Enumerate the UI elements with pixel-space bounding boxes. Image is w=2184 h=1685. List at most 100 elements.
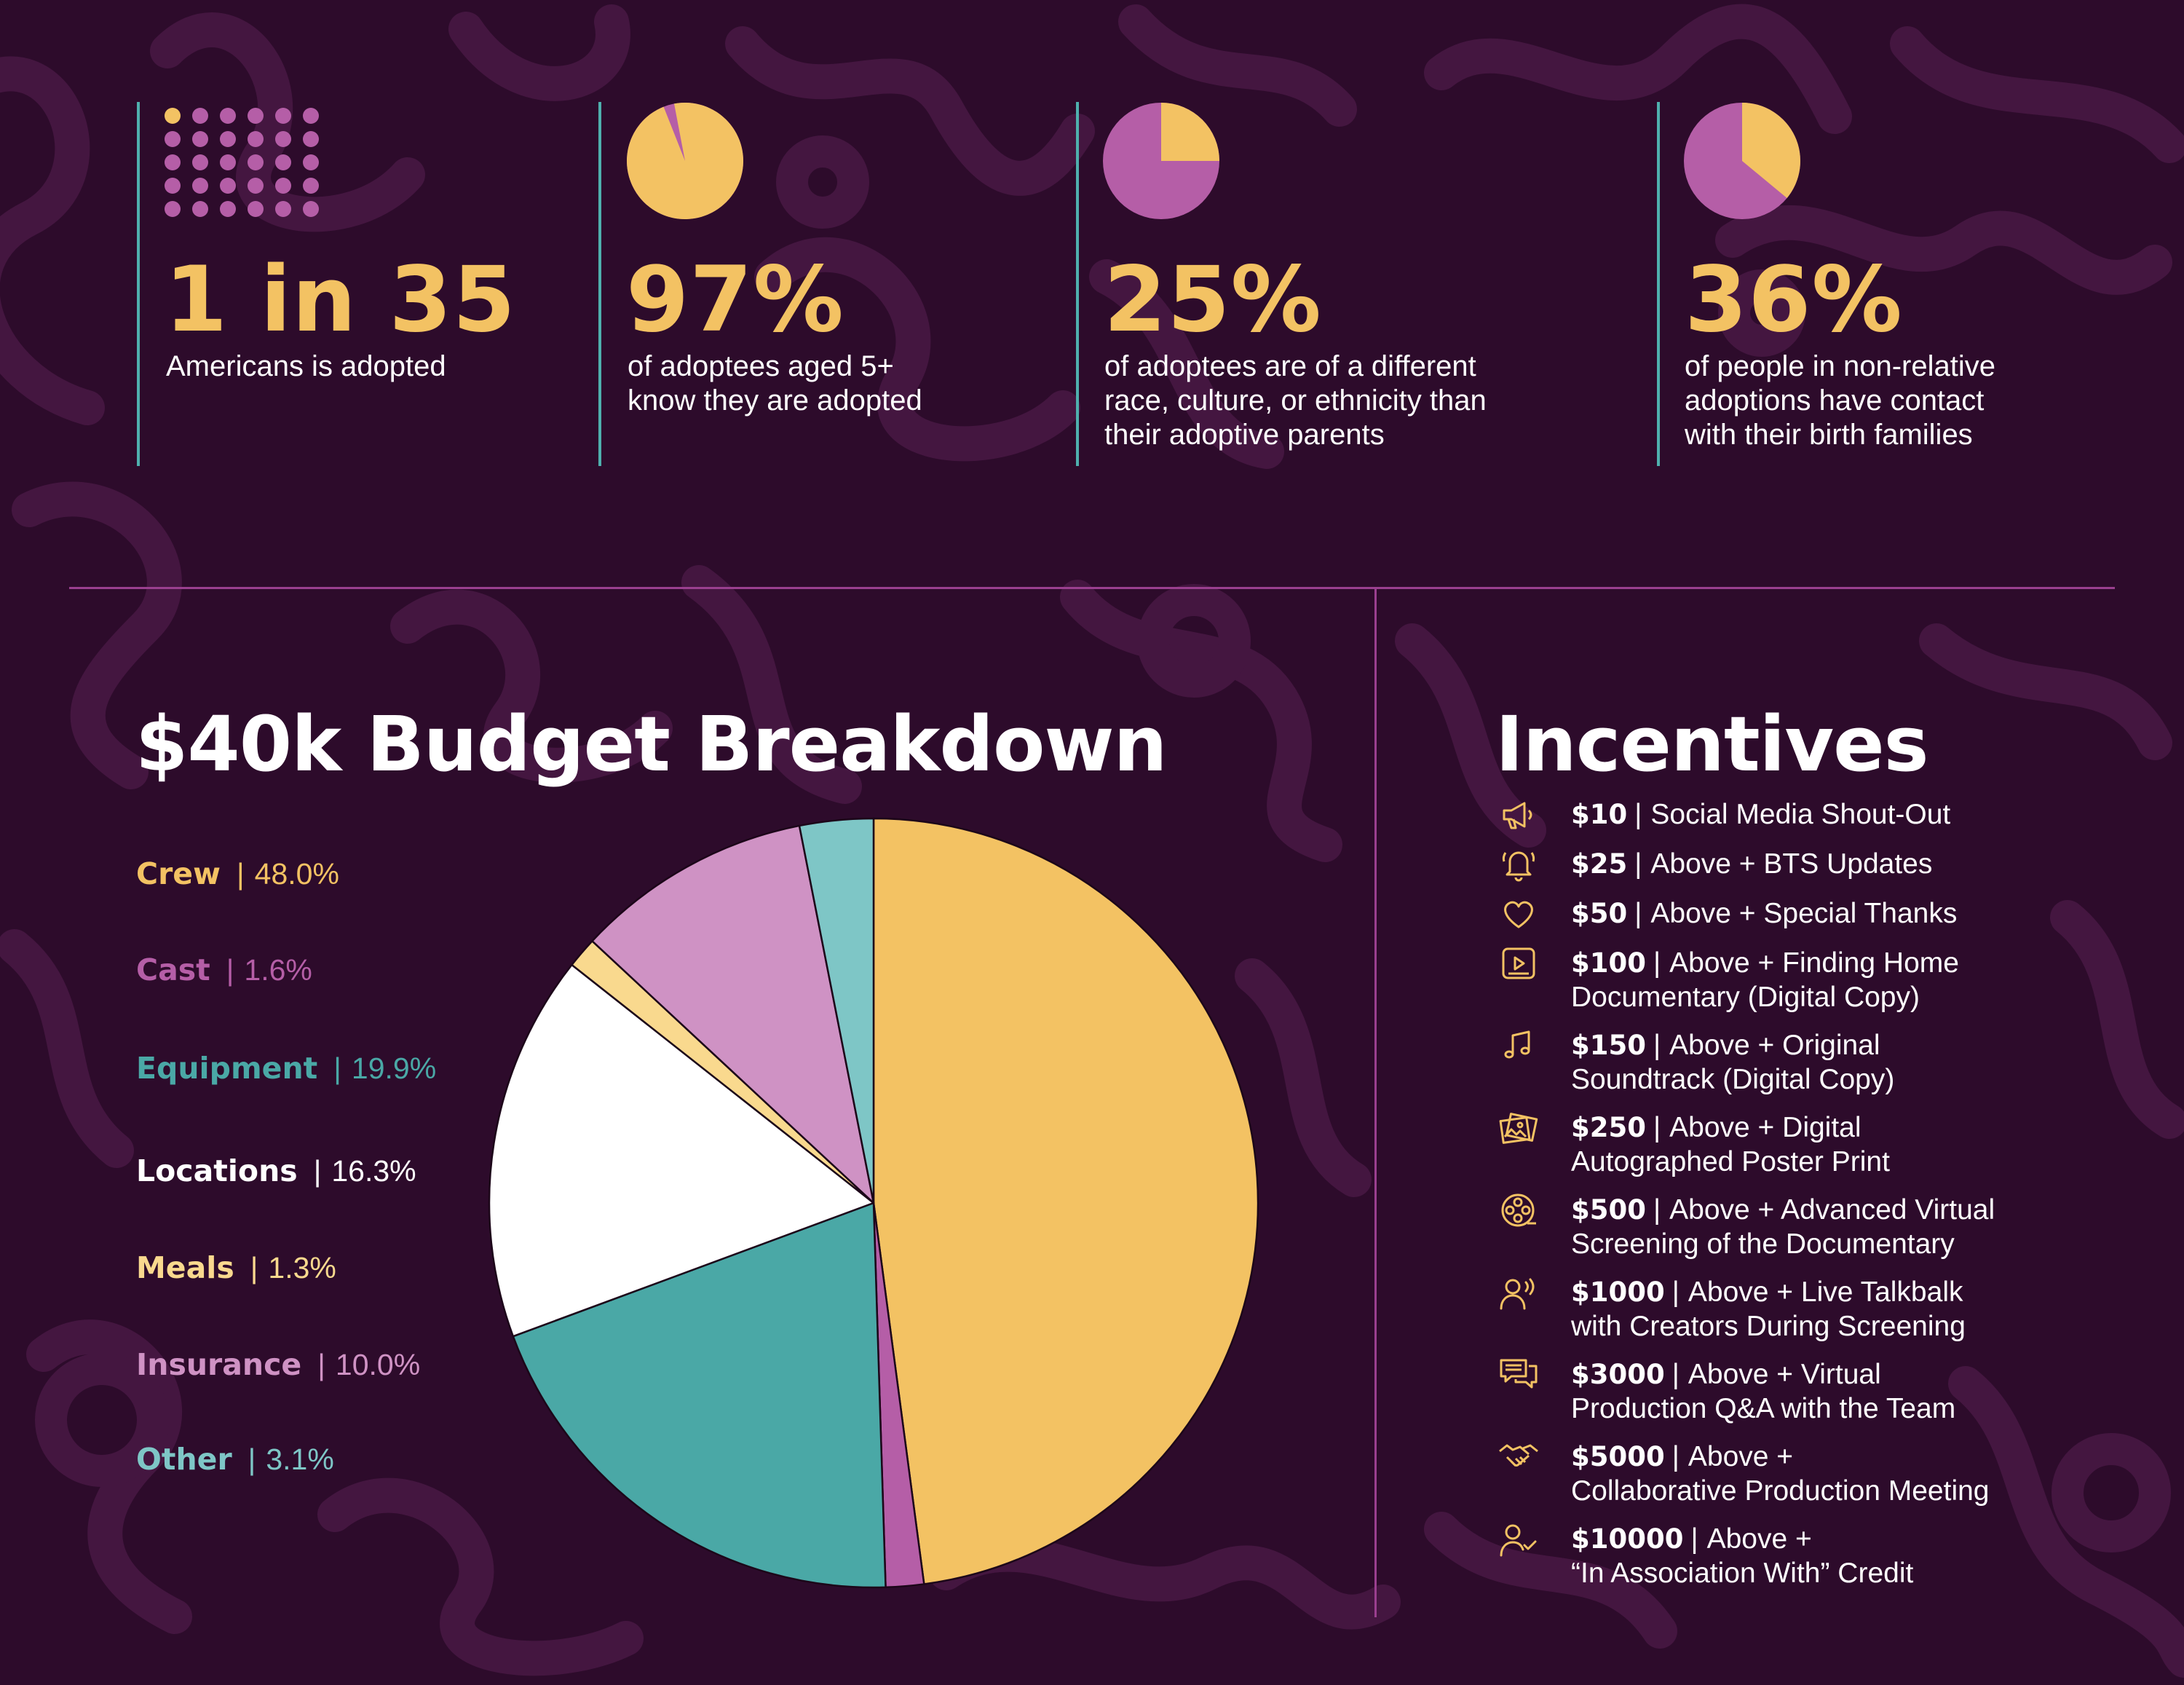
stat-value: 25% bbox=[1104, 248, 1322, 352]
music-note-icon bbox=[1504, 1030, 1530, 1059]
incentive-line: Social Media Shout-Out bbox=[1650, 799, 1951, 830]
incentive-text: $500 | Above + Advanced Virtual Screening o… bbox=[1571, 1193, 1995, 1261]
legend-value: 3.1% bbox=[266, 1443, 334, 1476]
legend-label: Crew bbox=[136, 856, 221, 891]
legend-item-other: Other | 3.1% bbox=[136, 1445, 334, 1475]
incentive-line: Above + bbox=[1688, 1441, 1794, 1472]
bell-icon bbox=[1502, 851, 1535, 882]
incentive-amount: $500 bbox=[1571, 1194, 1646, 1226]
legend-value: 19.9% bbox=[351, 1051, 437, 1085]
legend-item-insurance: Insurance | 10.0% bbox=[136, 1350, 420, 1380]
legend-value: 16.3% bbox=[331, 1154, 416, 1188]
incentive-separator: | bbox=[1653, 1030, 1661, 1061]
legend-label: Equipment bbox=[136, 1051, 318, 1086]
incentive-text: $150 | Above + Original Soundtrack (Digital… bbox=[1571, 1028, 1894, 1097]
pie-slice-locations bbox=[488, 963, 875, 1338]
incentive-separator: | bbox=[1653, 947, 1661, 979]
incentive-line: Above + Special Thanks bbox=[1650, 898, 1958, 929]
stat-line: of adoptees are of a different bbox=[1104, 350, 1476, 382]
legend-label: Insurance bbox=[136, 1347, 302, 1382]
stat-line: with their birth families bbox=[1685, 419, 1973, 451]
incentive-amount: $10 bbox=[1571, 799, 1628, 830]
incentive-text: $100 | Above + Finding Home Documentary (Di… bbox=[1571, 946, 1959, 1014]
legend-value: 48.0% bbox=[254, 857, 339, 891]
legend-separator: | bbox=[226, 953, 234, 987]
incentive-separator: | bbox=[1671, 1359, 1679, 1390]
pie-slice-crew bbox=[872, 817, 1259, 1585]
incentive-text: $5000 | Above + Collaborative Production Me… bbox=[1571, 1440, 1990, 1508]
incentive-text: $10000 | Above + “In Association With” Cred… bbox=[1571, 1522, 1913, 1590]
incentive-separator: | bbox=[1671, 1441, 1679, 1472]
incentive-amount: $1000 bbox=[1571, 1276, 1665, 1308]
pie-slice-insurance bbox=[591, 824, 875, 1204]
stat-value: 36% bbox=[1685, 248, 1903, 352]
incentive-text: $250 | Above + Digital Autographed Poster P… bbox=[1571, 1110, 1890, 1179]
legend-value: 10.0% bbox=[335, 1348, 421, 1381]
legend-label: Other bbox=[136, 1442, 232, 1477]
legend-item-equipment: Equipment | 19.9% bbox=[136, 1054, 436, 1084]
stat-line: adoptions have contact bbox=[1685, 384, 1985, 417]
incentives-title: Incentives bbox=[1495, 700, 1929, 789]
incentive-line: Screening of the Documentary bbox=[1571, 1228, 1955, 1260]
incentive-amount: $50 bbox=[1571, 898, 1628, 929]
incentive-separator: | bbox=[1653, 1194, 1661, 1226]
incentive-line: with Creators During Screening bbox=[1571, 1311, 1966, 1342]
vertical-divider bbox=[1374, 587, 1377, 1617]
incentive-separator: | bbox=[1690, 1523, 1698, 1555]
person-check-icon bbox=[1500, 1524, 1537, 1557]
stat-description: of adoptees aged 5+ know they are adopte… bbox=[628, 350, 922, 418]
stat-line: Americans is adopted bbox=[166, 350, 446, 382]
incentive-text: $50 | Above + Special Thanks bbox=[1571, 896, 1957, 931]
incentive-separator: | bbox=[1653, 1112, 1661, 1143]
incentive-text: $3000 | Above + Virtual Production Q&A with… bbox=[1571, 1357, 1955, 1426]
incentive-line: Above + Live Talkbalk bbox=[1688, 1276, 1963, 1308]
incentive-amount: $10000 bbox=[1571, 1523, 1684, 1555]
incentive-line: Above + Digital bbox=[1669, 1112, 1861, 1143]
chat-bubbles-icon bbox=[1500, 1359, 1538, 1389]
incentive-text: $10 | Social Media Shout-Out bbox=[1571, 797, 1950, 832]
incentive-line: Above + Virtual bbox=[1688, 1359, 1881, 1390]
stat-line: their adoptive parents bbox=[1104, 419, 1385, 451]
incentive-line: “In Association With” Credit bbox=[1571, 1558, 1914, 1589]
incentive-line: Collaborative Production Meeting bbox=[1571, 1475, 1990, 1507]
legend-separator: | bbox=[248, 1443, 256, 1476]
stat-pie-25 bbox=[1103, 103, 1219, 219]
stat-line: of adoptees aged 5+ bbox=[628, 350, 894, 382]
incentive-text: $1000 | Above + Live Talkbalk with Creators… bbox=[1571, 1275, 1966, 1343]
legend-value: 1.6% bbox=[244, 953, 312, 987]
stat-description: of adoptees are of a different race, cul… bbox=[1104, 350, 1487, 452]
legend-separator: | bbox=[250, 1251, 258, 1285]
legend-separator: | bbox=[333, 1051, 341, 1085]
video-play-icon bbox=[1502, 947, 1535, 979]
incentive-amount: $25 bbox=[1571, 848, 1628, 880]
stat-pie-97 bbox=[626, 103, 743, 220]
stat-pie-fill bbox=[1161, 103, 1219, 161]
incentive-line: Above + Original bbox=[1669, 1030, 1880, 1061]
legend-separator: | bbox=[237, 857, 245, 891]
megaphone-icon bbox=[1503, 802, 1532, 829]
incentive-amount: $3000 bbox=[1571, 1359, 1665, 1390]
incentive-line: Production Q&A with the Team bbox=[1571, 1393, 1956, 1424]
incentive-line: Above + BTS Updates bbox=[1650, 848, 1933, 880]
stat-divider bbox=[1657, 102, 1660, 466]
legend-label: Cast bbox=[136, 952, 210, 987]
incentive-separator: | bbox=[1634, 799, 1642, 830]
stat-line: of people in non-relative bbox=[1685, 350, 1995, 382]
pie-slice-equipment bbox=[512, 1201, 887, 1589]
incentive-amount: $150 bbox=[1571, 1030, 1646, 1061]
legend-value: 1.3% bbox=[268, 1251, 336, 1285]
legend-separator: | bbox=[313, 1154, 322, 1188]
stat-divider bbox=[598, 102, 601, 466]
legend-item-locations: Locations | 16.3% bbox=[136, 1156, 416, 1186]
heart-icon bbox=[1504, 901, 1533, 928]
stat-value: 1 in 35 bbox=[165, 248, 516, 352]
incentive-separator: | bbox=[1634, 848, 1642, 880]
horizontal-divider bbox=[69, 587, 2115, 589]
incentive-line: Above + bbox=[1706, 1523, 1812, 1555]
stat-description: Americans is adopted bbox=[166, 350, 446, 384]
incentive-amount: $250 bbox=[1571, 1112, 1646, 1143]
incentive-separator: | bbox=[1634, 898, 1642, 929]
incentive-line: Above + Finding Home bbox=[1669, 947, 1959, 979]
pie-slice-other bbox=[798, 817, 875, 1204]
stat-divider bbox=[1076, 102, 1079, 466]
